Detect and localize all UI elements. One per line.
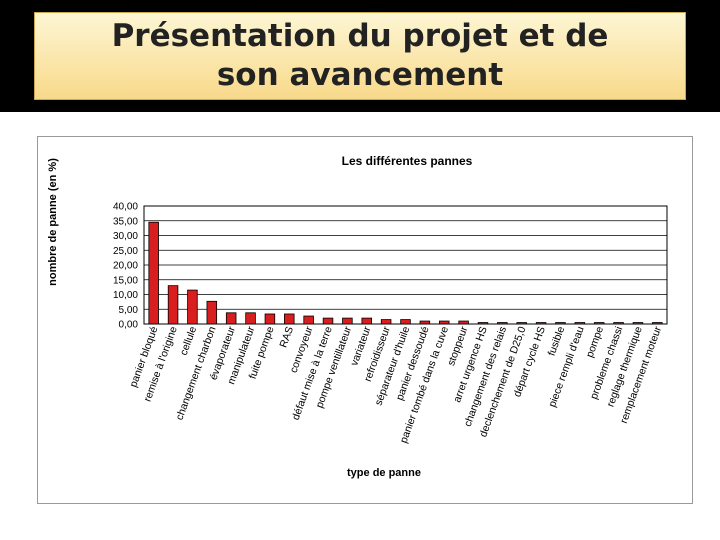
bar <box>187 289 198 325</box>
bar <box>206 300 218 325</box>
bar <box>438 320 450 325</box>
y-tick-labels: 0,00 5,00 10,00 15,00 20,00 25,00 30,00 35,00 40… <box>113 202 138 331</box>
bar <box>148 221 159 325</box>
gridlines <box>144 220 667 310</box>
bars <box>148 221 663 325</box>
bar <box>342 317 353 325</box>
slide-title: Présentation du projet et de son avancem… <box>111 18 609 93</box>
bar <box>264 313 276 325</box>
x-axis-label: type de panne <box>347 467 421 479</box>
bar <box>167 285 179 325</box>
bar <box>652 322 663 325</box>
title-box: Présentation du projet et de son avancem… <box>34 12 686 100</box>
y-tick-label: 15,00 <box>113 275 138 286</box>
x-tick-label: fusible <box>546 325 568 358</box>
y-tick-label: 10,00 <box>113 290 138 301</box>
y-tick-label: 25,00 <box>113 246 138 257</box>
bar <box>458 320 469 325</box>
y-tick-label: 30,00 <box>113 231 138 242</box>
bar <box>574 322 586 325</box>
bar <box>477 322 489 325</box>
x-tick-label: RAS <box>277 325 296 349</box>
bar <box>322 317 334 325</box>
bar <box>400 319 411 325</box>
y-tick-label: 35,00 <box>113 216 138 227</box>
chart-title: Les différentes pannes <box>342 154 473 168</box>
bar <box>303 315 314 325</box>
bar <box>380 319 392 325</box>
y-tick-label: 20,00 <box>113 261 138 272</box>
bar <box>555 322 566 325</box>
bar <box>516 322 527 325</box>
y-tick-label: 0,00 <box>119 320 139 331</box>
bar <box>632 322 644 325</box>
bar <box>613 322 624 325</box>
bar <box>284 313 295 325</box>
x-tick-label: cellule <box>178 325 200 357</box>
y-tick-label: 40,00 <box>113 202 138 213</box>
bar <box>245 312 256 325</box>
bar <box>361 317 373 325</box>
bar <box>593 322 605 325</box>
bar <box>225 312 237 325</box>
bar <box>497 322 508 325</box>
bar <box>535 322 547 325</box>
bar <box>419 320 431 325</box>
y-tick-label: 5,00 <box>119 305 139 316</box>
